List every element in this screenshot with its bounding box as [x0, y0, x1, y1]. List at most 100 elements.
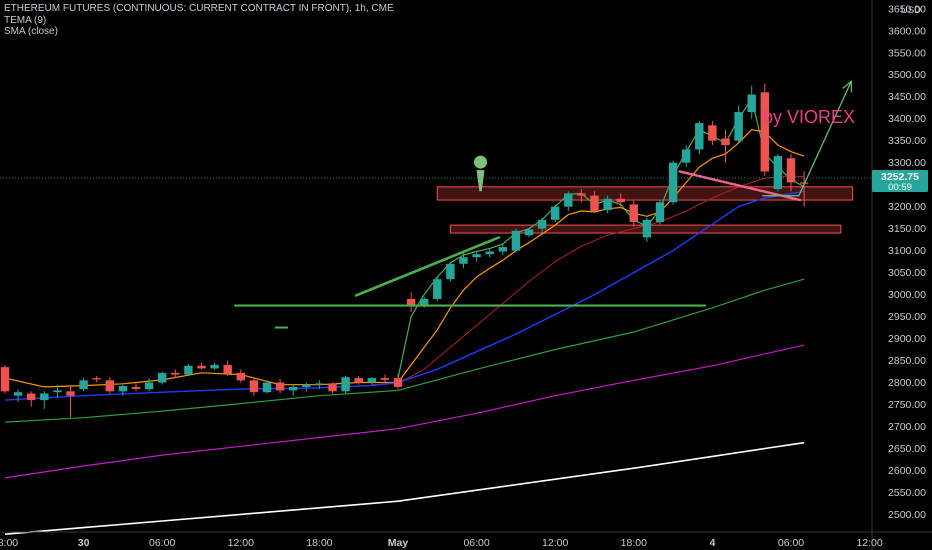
series-line-4: [4, 278, 805, 423]
candle: [655, 200, 665, 225]
candle-body: [79, 380, 88, 390]
y-tick-label: 3150.00: [888, 223, 926, 235]
currency-label: USD: [901, 5, 921, 16]
y-tick-label: 3550.00: [888, 47, 926, 59]
candle: [249, 377, 259, 396]
time-axis[interactable]: 18:00 30 06:00 12:00 18:00 May 06:00 12:00 18:00…: [0, 531, 932, 549]
candle: [210, 362, 219, 371]
candle: [184, 364, 193, 376]
series-line-5: [4, 344, 805, 479]
indicator-sma[interactable]: SMA (close): [4, 26, 58, 37]
candle: [695, 120, 704, 154]
candle: [380, 374, 390, 383]
x-tick-label: 12:00: [542, 537, 568, 549]
series-line-1: [4, 129, 805, 388]
candle: [642, 217, 652, 242]
candle-body: [498, 247, 507, 252]
x-tick-label: May: [388, 537, 409, 549]
candle: [524, 228, 534, 238]
candle: [616, 193, 625, 207]
candle: [236, 369, 245, 383]
candle-body: [197, 365, 206, 369]
candle-body: [668, 162, 678, 203]
candle: [13, 389, 23, 403]
candle-body: [171, 372, 180, 375]
candle: [498, 244, 507, 256]
candle: [459, 252, 468, 269]
candle: [734, 105, 743, 143]
symbol-title[interactable]: ETHEREUM FUTURES (CONTINUOUS: CURRENT CO…: [4, 3, 394, 14]
candle: [171, 369, 180, 379]
candle: [564, 191, 573, 212]
candle: [747, 85, 756, 119]
candle: [354, 375, 363, 385]
candle-body: [40, 393, 49, 401]
candle-body: [511, 230, 521, 251]
candle-body: [302, 384, 311, 387]
x-tick-label: 06:00: [463, 537, 489, 549]
candle-body: [53, 390, 62, 393]
candle-body: [210, 364, 219, 369]
candle-body: [223, 364, 232, 374]
price-badge: 3252.75 00:59: [872, 170, 928, 193]
candle-body: [682, 149, 691, 163]
candle: [367, 377, 376, 385]
y-tick-label: 3050.00: [888, 267, 926, 279]
y-tick-label: 2850.00: [888, 355, 926, 367]
candle: [682, 145, 691, 168]
candle-body: [118, 386, 128, 392]
candle: [485, 248, 494, 258]
y-tick-label: 3450.00: [888, 91, 926, 103]
candle-body: [734, 112, 743, 141]
candle-body: [249, 380, 259, 393]
candle-body: [459, 257, 468, 264]
candle-body: [786, 158, 796, 183]
indicator-tema[interactable]: TEMA (9): [4, 14, 47, 26]
candle-body: [524, 229, 534, 236]
candle-body: [354, 378, 363, 383]
candle-body: [642, 219, 652, 238]
candle: [668, 160, 678, 205]
y-tick-label: 2900.00: [888, 333, 926, 345]
y-tick-label: 3300.00: [888, 157, 926, 169]
candle-body: [446, 263, 455, 280]
candle: [328, 382, 337, 394]
series-line-6: [4, 441, 805, 535]
candle-body: [0, 367, 10, 392]
candle-body: [92, 378, 101, 380]
x-tick-label: 30: [78, 537, 90, 549]
candle: [158, 371, 167, 385]
candle-body: [328, 383, 337, 392]
candle: [760, 83, 769, 176]
candle-body: [577, 193, 586, 196]
candle: [118, 384, 128, 396]
candle-body: [773, 156, 783, 190]
candle-body: [341, 377, 350, 392]
candle-body: [629, 204, 638, 223]
candle-body: [472, 254, 481, 258]
y-tick-label: 2750.00: [888, 399, 926, 411]
candle-body: [315, 383, 324, 385]
candle-body: [27, 393, 36, 401]
candle-body: [655, 202, 665, 223]
y-tick-label: 2950.00: [888, 311, 926, 323]
candle-body: [708, 125, 717, 141]
candle: [406, 292, 416, 313]
resistance-zone: [436, 186, 854, 201]
series-line-3: [4, 190, 805, 401]
candle: [721, 129, 730, 163]
price-axis[interactable]: 2500.00 2550.00 2600.00 2650.00 2700.00 2750.…: [871, 0, 926, 550]
candle-body: [66, 391, 75, 396]
candle: [537, 217, 547, 234]
candle-body: [433, 279, 442, 299]
candle-body: [367, 378, 376, 383]
candle-body: [747, 94, 756, 113]
candle: [144, 378, 154, 392]
chart-legend: ETHEREUM FUTURES (CONTINUOUS: CURRENT CO…: [4, 3, 394, 38]
y-tick-label: 2650.00: [888, 443, 926, 455]
candle-body: [760, 92, 769, 172]
candle: [315, 380, 324, 390]
candle: [275, 378, 285, 394]
